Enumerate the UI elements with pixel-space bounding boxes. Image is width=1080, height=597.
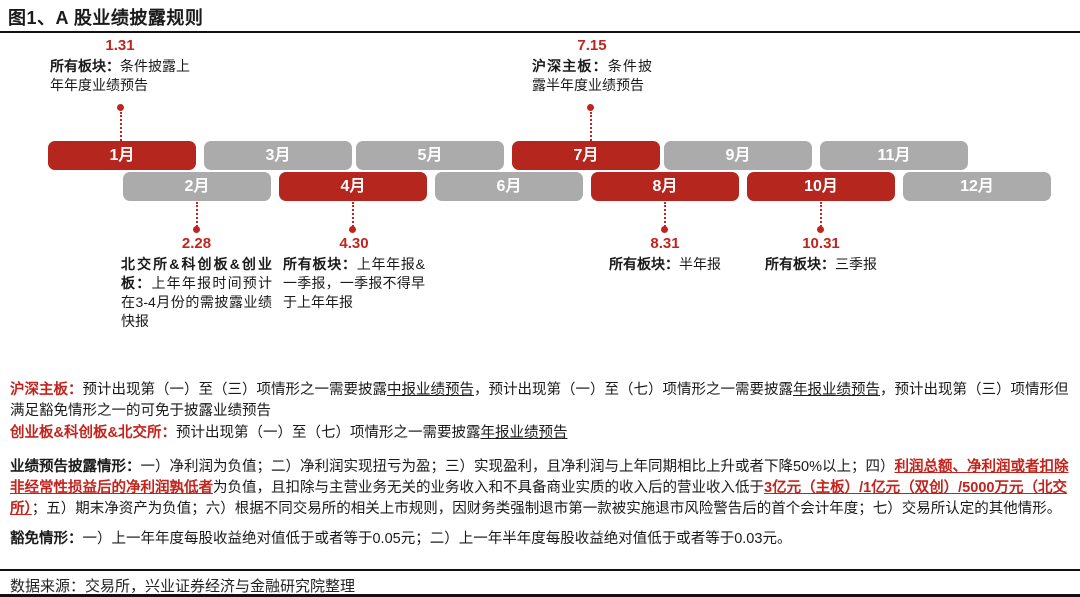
note-gem-star-bse-rule: 创业板&科创板&北交所：预计出现第（一）至（七）项情形之一需要披露年报业绩预告	[10, 425, 568, 441]
annotation-feb-228: 2.28 北交所&科创板&创业板：上年年报时间预计在3-4月份的需披露业绩快报	[121, 234, 272, 331]
connector-line	[196, 202, 198, 227]
annotation-jul-715: 7.15 沪深主板：条件披露半年度业绩预告	[532, 36, 652, 95]
month-bar-mar: 3月	[204, 141, 352, 170]
footer-divider	[0, 569, 1080, 571]
annotation-text: 北交所&科创板&创业板：上年年报时间预计在3-4月份的需披露业绩快报	[121, 256, 273, 329]
note-main-board-rule: 沪深主板：预计出现第（一）至（三）项情形之一需要披露中报业绩预告，预计出现第（一…	[10, 382, 1069, 419]
annotation-date: 10.31	[802, 235, 840, 252]
annotation-text: 所有板块：三季报	[765, 256, 877, 272]
title-divider	[0, 31, 1080, 33]
figure-title: 图1、A 股业绩披露规则	[8, 8, 204, 28]
connector-dot	[817, 226, 824, 233]
month-bar-jan: 1月	[48, 141, 196, 170]
month-bar-jun: 6月	[435, 172, 583, 201]
disclosure-notes: 沪深主板：预计出现第（一）至（三）项情形之一需要披露中报业绩预告，预计出现第（一…	[10, 380, 1073, 550]
month-bar-sep: 9月	[664, 141, 812, 170]
annotation-jan-131: 1.31 所有板块：条件披露上年年度业绩预告	[50, 36, 190, 95]
connector-line	[820, 202, 822, 227]
annotation-aug-831: 8.31 所有板块：半年报	[595, 234, 735, 274]
annotation-oct-1031: 10.31 所有板块：三季报	[750, 234, 892, 274]
annotation-text: 所有板块：上年年报&一季报，一季报不得早于上年年报	[283, 256, 425, 310]
annotation-date: 1.31	[105, 37, 135, 54]
annotation-text: 所有板块：半年报	[609, 256, 721, 272]
connector-line	[664, 202, 666, 227]
month-bar-oct: 10月	[747, 172, 895, 201]
month-bar-jul: 7月	[512, 141, 660, 170]
note-exemption-conditions: 豁免情形：一）上一年年度每股收益绝对值低于或者等于0.05元；二）上一年半年度每…	[10, 531, 792, 547]
month-bar-apr: 4月	[279, 172, 427, 201]
connector-dot	[349, 226, 356, 233]
connector-dot	[587, 104, 594, 111]
month-bar-nov: 11月	[820, 141, 968, 170]
month-bar-aug: 8月	[591, 172, 739, 201]
annotation-date: 4.30	[339, 235, 369, 252]
connector-line	[590, 112, 592, 141]
month-bar-feb: 2月	[123, 172, 271, 201]
annotation-date: 7.15	[577, 37, 607, 54]
month-bar-dec: 12月	[903, 172, 1051, 201]
annotation-text: 所有板块：条件披露上年年度业绩预告	[50, 58, 190, 93]
bottom-divider	[0, 594, 1080, 597]
data-source: 数据来源：交易所，兴业证券经济与金融研究院整理	[10, 578, 356, 595]
connector-line	[120, 112, 122, 141]
annotation-date: 8.31	[650, 235, 680, 252]
connector-line	[352, 202, 354, 227]
note-forecast-conditions: 业绩预告披露情形：一）净利润为负值；二）净利润实现扭亏为盈；三）实现盈利，且净利…	[10, 459, 1069, 517]
annotation-text: 沪深主板：条件披露半年度业绩预告	[532, 58, 653, 93]
connector-dot	[117, 104, 124, 111]
connector-dot	[661, 226, 668, 233]
annotation-date: 2.28	[181, 235, 212, 252]
month-bar-may: 5月	[356, 141, 504, 170]
annotation-apr-430: 4.30 所有板块：上年年报&一季报，一季报不得早于上年年报	[283, 234, 425, 312]
connector-dot	[193, 226, 200, 233]
